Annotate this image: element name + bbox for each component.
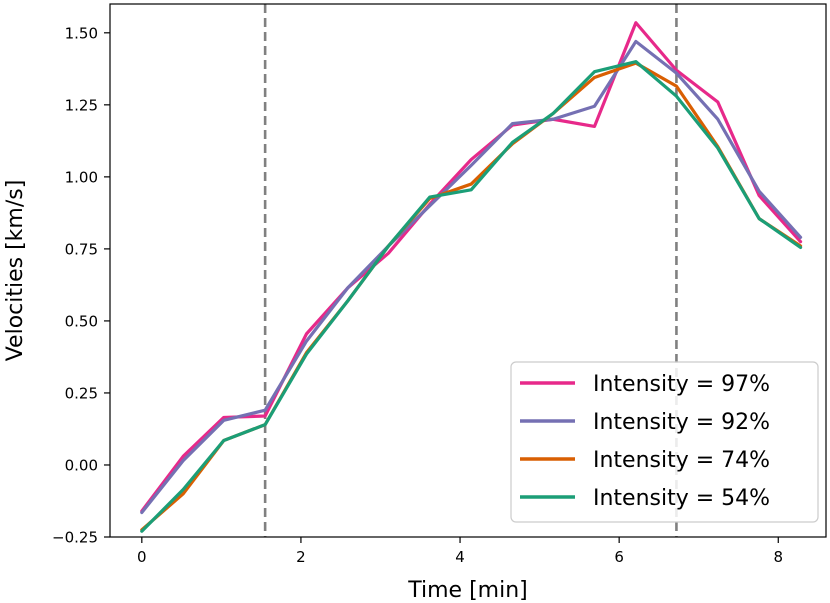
legend-label-3: Intensity = 54%	[593, 486, 770, 511]
y-tick-label-7: 1.50	[65, 24, 98, 42]
legend: Intensity = 97% Intensity = 92% Intensity …	[510, 361, 819, 523]
axis-ticks: 0 2 4 6 8 −0.25 0.00 0.25 0.50 0.75 1.00 1.25 1.50	[52, 24, 783, 566]
x-tick-label-0: 0	[137, 548, 147, 566]
x-axis-label: Time [min]	[407, 578, 528, 603]
legend-label-1: Intensity = 92%	[593, 410, 770, 435]
x-tick-label-1: 2	[296, 548, 306, 566]
plot-content	[140, 4, 803, 537]
legend-label-2: Intensity = 74%	[593, 448, 770, 473]
plot-frame	[109, 3, 827, 538]
y-axis-label: Velocities [km/s]	[3, 180, 28, 362]
x-tick-label-3: 6	[614, 548, 624, 566]
y-tick-label-6: 1.25	[65, 96, 98, 114]
legend-label-0: Intensity = 97%	[593, 372, 770, 397]
x-tick-label-4: 8	[773, 548, 783, 566]
series-line-1	[140, 39, 803, 515]
y-tick-label-4: 0.75	[65, 240, 98, 258]
y-tick-label-5: 1.00	[65, 168, 98, 186]
series-line-3	[140, 60, 803, 533]
legend-box	[510, 361, 819, 523]
series-line-0	[140, 21, 803, 513]
x-tick-label-2: 4	[455, 548, 465, 566]
y-tick-label-3: 0.50	[65, 312, 98, 330]
y-tick-label-2: 0.25	[65, 384, 98, 402]
y-tick-label-1: 0.00	[65, 456, 98, 474]
y-tick-label-0: −0.25	[52, 529, 98, 547]
